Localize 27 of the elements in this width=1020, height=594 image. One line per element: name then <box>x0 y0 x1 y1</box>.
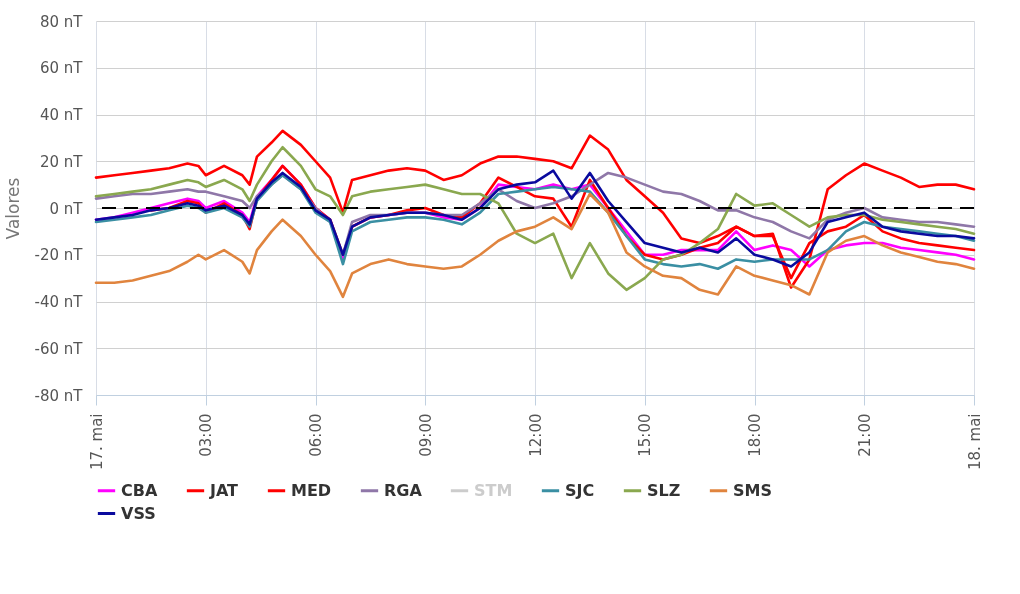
legend-label: SLZ <box>647 480 681 500</box>
y-tick-label: -80 nT <box>34 386 84 405</box>
x-tick-label: 09:00 <box>416 413 435 457</box>
x-tick-label: 21:00 <box>855 413 874 457</box>
y-tick-label: -20 nT <box>34 246 84 265</box>
legend-label: JAT <box>209 480 239 500</box>
x-tick-label: 12:00 <box>526 413 545 457</box>
y-tick-label: -40 nT <box>34 293 84 311</box>
legend-label: RGA <box>384 480 423 500</box>
y-tick-label: 0 nT <box>49 199 84 218</box>
y-tick-label: 60 nT <box>39 59 84 78</box>
legend-label: VSS <box>121 503 156 523</box>
legend-label: SMS <box>733 480 772 500</box>
y-tick-label: 40 nT <box>39 106 84 124</box>
x-tick-label: 03:00 <box>197 413 216 457</box>
legend-label: SJC <box>565 480 595 500</box>
legend-label: CBA <box>121 480 158 500</box>
x-tick-label: 17. mai <box>87 413 106 471</box>
y-tick-label: 20 nT <box>39 152 84 171</box>
legend-label: MED <box>291 480 332 500</box>
x-tick-label: 18. mai <box>965 413 984 471</box>
y-tick-label: 80 nT <box>39 12 84 31</box>
x-tick-label: 06:00 <box>307 413 325 457</box>
y-tick-label: -60 nT <box>34 339 84 358</box>
x-tick-label: 18:00 <box>746 413 764 457</box>
x-tick-label: 15:00 <box>636 413 655 457</box>
y-axis-title: Valores <box>2 177 23 240</box>
